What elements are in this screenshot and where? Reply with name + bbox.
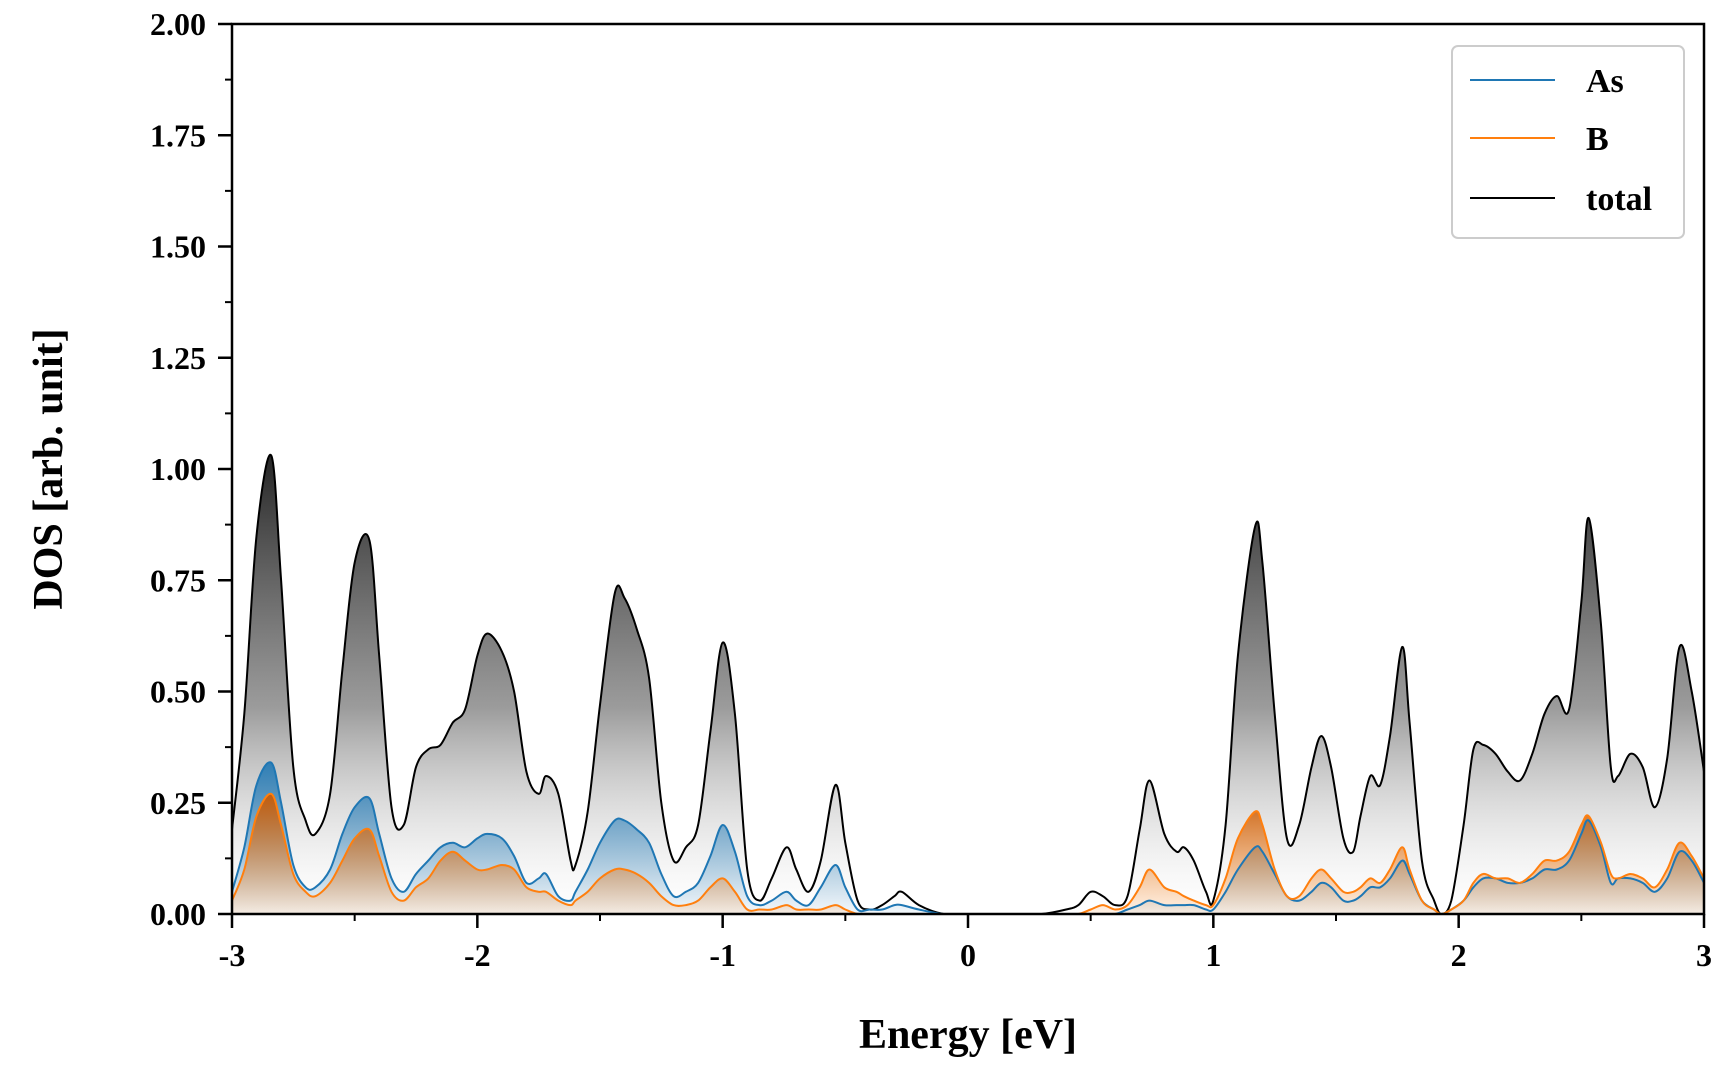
y-tick-label: 1.75 xyxy=(150,117,206,153)
y-tick-label: 0.50 xyxy=(150,674,206,710)
series-lines xyxy=(232,453,1704,914)
x-tick-label: 0 xyxy=(960,937,976,973)
series-fills xyxy=(232,454,1704,914)
y-tick-label: 0.75 xyxy=(150,562,206,598)
y-tick-label: 1.25 xyxy=(150,340,206,376)
legend-label-b: B xyxy=(1586,121,1609,158)
y-tick-label: 0.25 xyxy=(150,785,206,821)
area-as xyxy=(232,762,1704,914)
x-axis-label: Energy [eV] xyxy=(859,1012,1077,1058)
y-tick-label: 1.00 xyxy=(150,451,206,487)
x-tick-label: 2 xyxy=(1451,937,1467,973)
legend-label-total: total xyxy=(1586,181,1652,218)
x-tick-label: -2 xyxy=(464,937,491,973)
x-tick-label: 1 xyxy=(1205,937,1221,973)
y-tick-label: 1.50 xyxy=(150,229,206,265)
y-tick-label: 2.00 xyxy=(150,6,206,42)
y-axis-label: DOS [arb. unit] xyxy=(26,328,72,609)
legend-label-as: As xyxy=(1586,63,1624,100)
line-total xyxy=(232,453,1704,914)
line-as xyxy=(232,761,1704,914)
x-tick-label: -3 xyxy=(219,937,246,973)
legend-box xyxy=(1451,45,1685,239)
legend: As B total xyxy=(1451,45,1685,239)
x-axis: -3 -2 -1 0 1 2 3 xyxy=(219,914,1712,973)
y-axis: 0.00 0.25 0.50 0.75 1.00 1.25 1.50 1.75 2.00 xyxy=(150,6,232,932)
x-tick-label: -1 xyxy=(709,937,736,973)
y-tick-label: 0.00 xyxy=(150,896,206,932)
area-b xyxy=(232,793,1704,914)
line-b xyxy=(232,792,1704,914)
x-tick-label: 3 xyxy=(1696,937,1712,973)
